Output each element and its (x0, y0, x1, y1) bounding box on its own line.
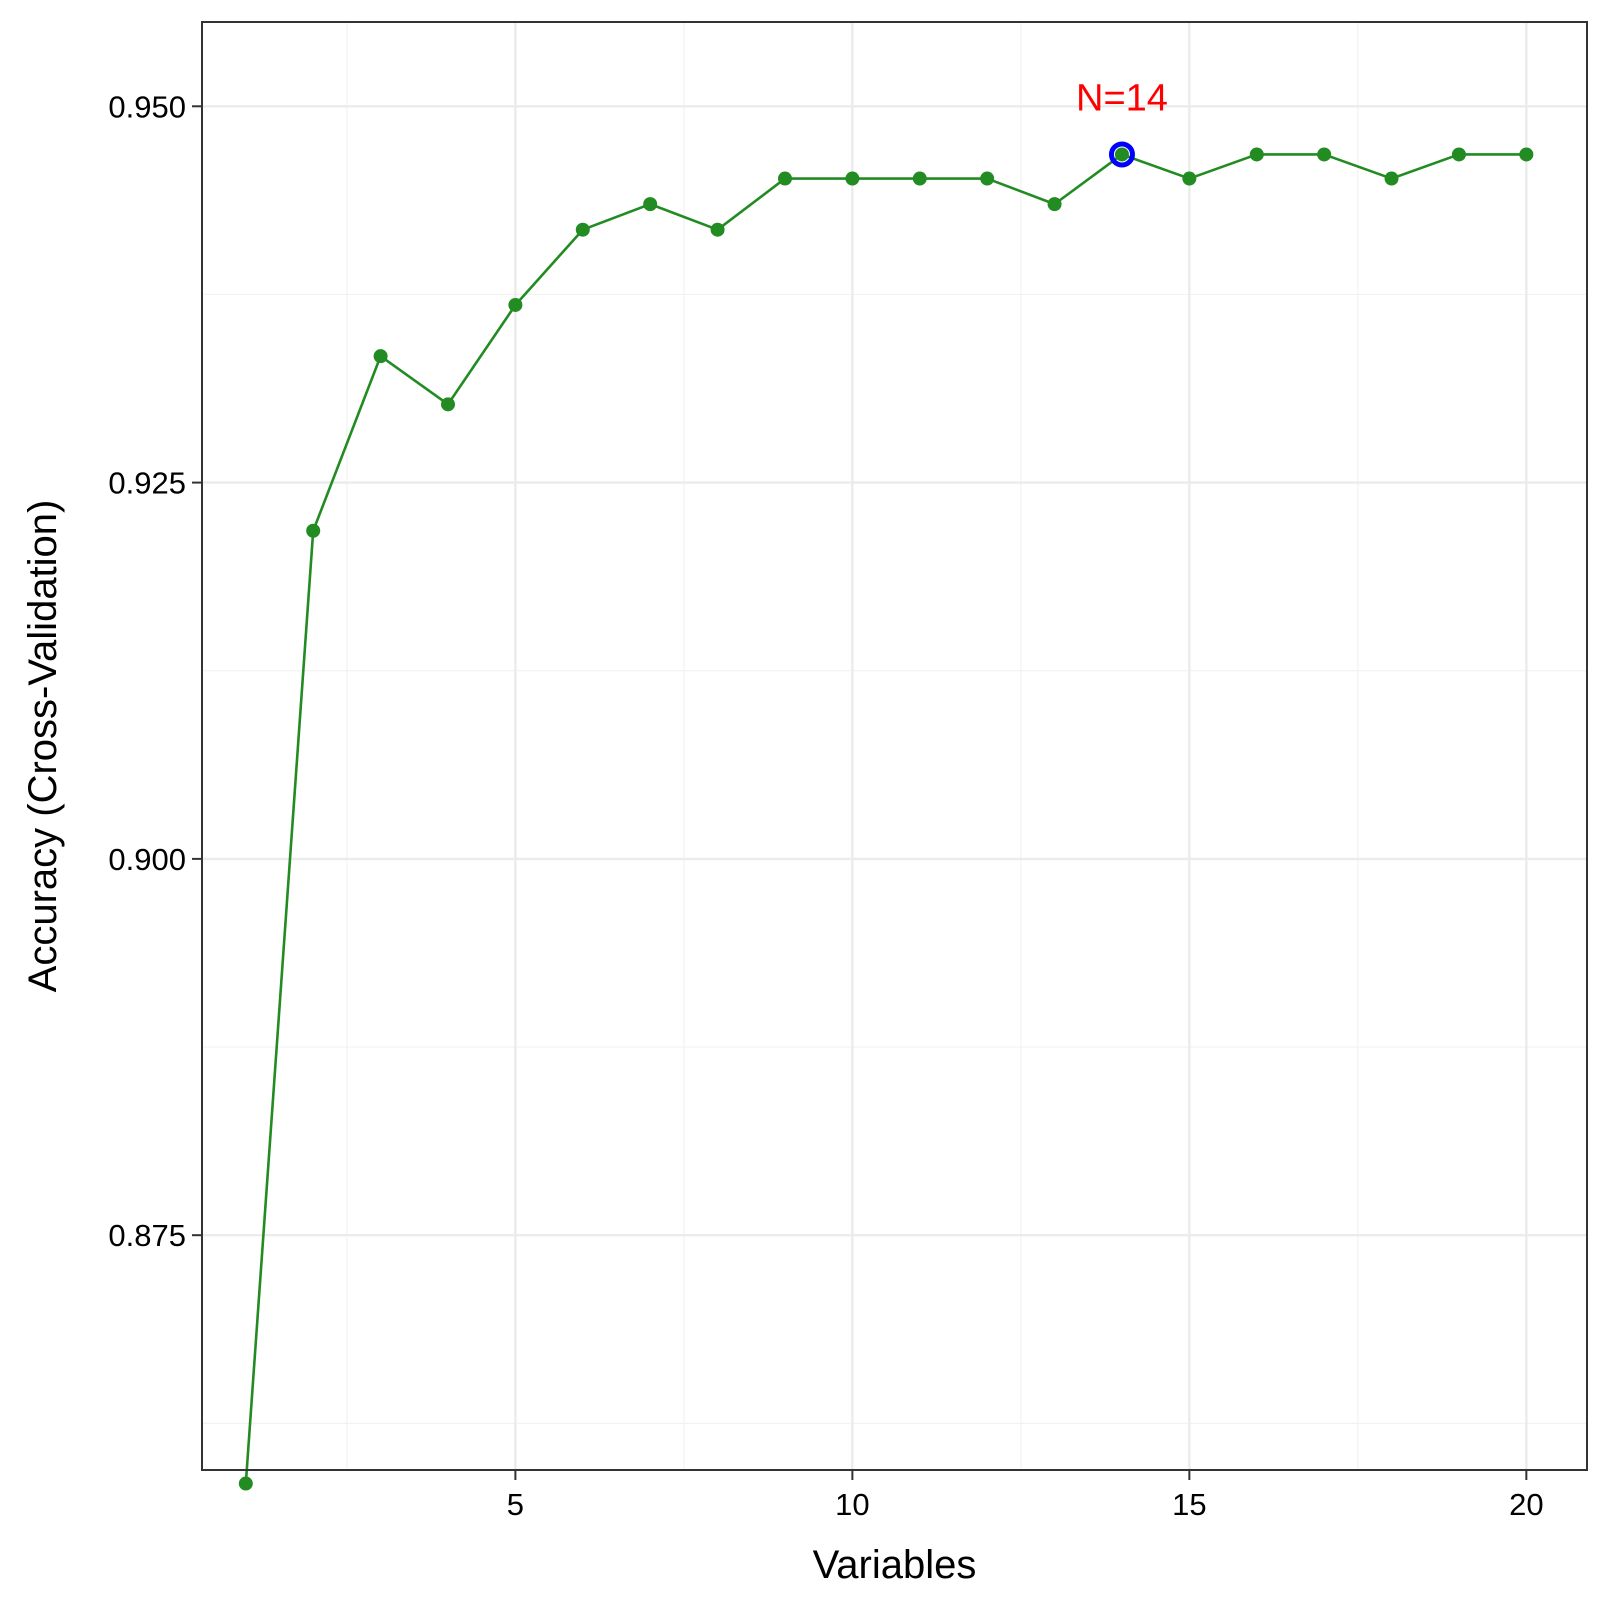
y-axis-title: Accuracy (Cross-Validation) (21, 500, 65, 993)
x-tick-label: 20 (1509, 1487, 1543, 1522)
highlight-group: N=14 (1076, 77, 1168, 168)
x-tick-label: 5 (507, 1487, 524, 1522)
data-point (1047, 197, 1062, 212)
data-point (710, 222, 725, 237)
data-point (845, 171, 860, 186)
data-point (980, 171, 995, 186)
data-point (373, 349, 388, 364)
y-tick-label: 0.950 (108, 89, 186, 124)
x-tick-label: 10 (835, 1487, 869, 1522)
data-point (1519, 147, 1534, 162)
data-point (777, 171, 792, 186)
highlight-label: N=14 (1076, 77, 1168, 119)
y-tick-label: 0.875 (108, 1218, 186, 1253)
series-line (244, 153, 1527, 1484)
highlight-marker (1108, 141, 1135, 168)
x-tick-label: 15 (1172, 1487, 1206, 1522)
x-axis-title: Variables (813, 1543, 977, 1587)
axes: 5 10 15 20 0.875 0.900 0.925 0.950 (108, 89, 1543, 1522)
highlight-point (1115, 148, 1128, 161)
data-point (1384, 171, 1399, 186)
y-tick-label: 0.900 (108, 842, 186, 877)
data-point (1317, 147, 1332, 162)
data-point (238, 1476, 253, 1491)
data-point (306, 523, 321, 538)
data-point (1451, 147, 1466, 162)
data-point (508, 297, 523, 312)
data-point (575, 222, 590, 237)
data-point (1182, 171, 1197, 186)
data-point (912, 171, 927, 186)
y-tick-label: 0.925 (108, 466, 186, 501)
data-point (440, 397, 455, 412)
data-point (643, 197, 658, 212)
plot-panel-border (201, 21, 1588, 1471)
grid-lines (202, 22, 1587, 1470)
data-point (1249, 147, 1264, 162)
